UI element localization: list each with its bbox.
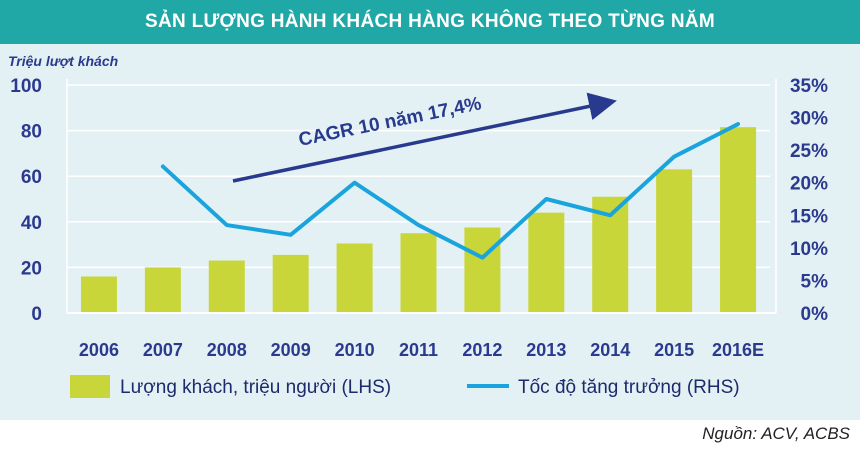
line-series (160, 122, 741, 260)
bar (208, 260, 245, 313)
x-tick-label: 2012 (462, 340, 502, 360)
bar (336, 243, 373, 313)
chart-title-banner: SẢN LƯỢNG HÀNH KHÁCH HÀNG KHÔNG THEO TỪN… (0, 0, 860, 44)
cagr-annotation-group: CAGR 10 năm 17,4% (232, 92, 617, 183)
y2-tick-label: 35% (790, 76, 828, 97)
legend-swatch-bars (70, 375, 110, 398)
x-tick-label: 2007 (143, 340, 183, 360)
x-tick-label: 2009 (271, 340, 311, 360)
x-tick-label: 2015 (654, 340, 694, 360)
y-tick-label: 0 (31, 304, 42, 325)
y2-tick-label: 25% (790, 141, 828, 162)
bar (656, 169, 693, 313)
y2-tick-label: 20% (790, 174, 828, 195)
bar (528, 212, 565, 313)
y2-tick-label: 30% (790, 109, 828, 130)
y-tick-label: 100 (10, 76, 42, 97)
growth-line (160, 122, 741, 260)
legend-label-bars: Lượng khách, triệu người (LHS) (120, 377, 391, 398)
cagr-arrow (232, 92, 617, 183)
bar (80, 276, 117, 313)
x-tick-label: 2010 (335, 340, 375, 360)
y-axis-title: Triệu lượt khách (8, 53, 118, 69)
x-tick-label: 2006 (79, 340, 119, 360)
y2-tick-label: 5% (801, 271, 829, 292)
y2-tick-label: 10% (790, 239, 828, 260)
bar-series (80, 127, 757, 314)
x-tick-label: 2016E (712, 340, 764, 360)
source-note: Nguồn: ACV, ACBS (702, 424, 850, 443)
legend: Lượng khách, triệu người (LHS) Tốc độ tăn… (70, 375, 740, 398)
x-tick-label: 2013 (526, 340, 566, 360)
x-tick-label: 2014 (590, 340, 630, 360)
bar (400, 233, 437, 313)
x-tick-label: 2011 (399, 340, 438, 360)
cagr-annotation: CAGR 10 năm 17,4% (297, 93, 483, 151)
legend-label-line: Tốc độ tăng trưởng (RHS) (518, 377, 740, 398)
y-tick-label: 80 (21, 122, 42, 143)
y-tick-label: 20 (21, 258, 42, 279)
bar (144, 267, 181, 313)
bar (272, 254, 309, 313)
axes: 0 20 40 60 80 100 0% 5% 10% 15% 20% 25% 30% 35% Triệu … (8, 53, 828, 360)
x-tick-label: 2008 (207, 340, 247, 360)
y2-tick-label: 0% (801, 304, 829, 325)
bar (720, 127, 757, 314)
chart-svg: 0 20 40 60 80 100 0% 5% 10% 15% 20% 25% 30% 35% Triệu … (8, 53, 828, 398)
y-tick-label: 60 (21, 167, 42, 188)
y2-tick-label: 15% (790, 206, 828, 227)
y-tick-label: 40 (21, 213, 42, 234)
bar (464, 227, 501, 313)
chart-title: SẢN LƯỢNG HÀNH KHÁCH HÀNG KHÔNG THEO TỪN… (145, 11, 715, 32)
